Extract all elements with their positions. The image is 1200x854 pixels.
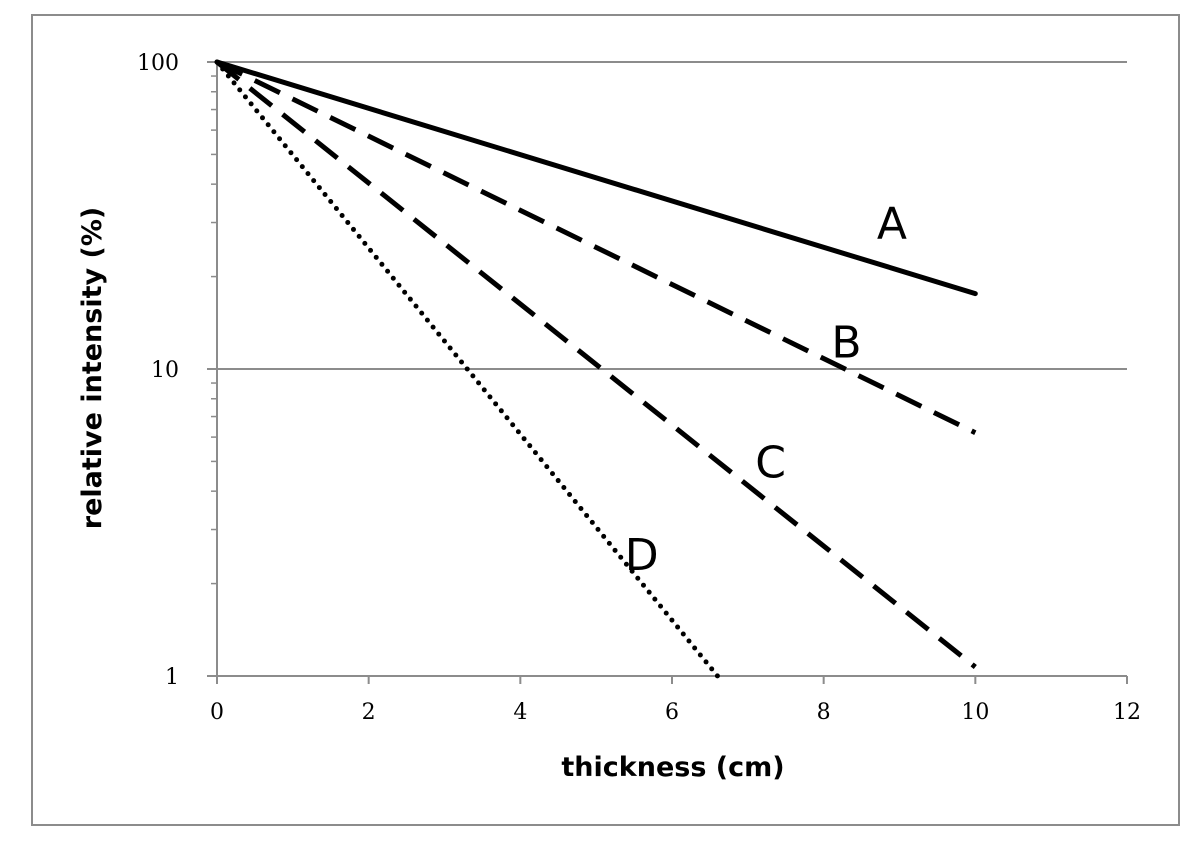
series-line-c: [215, 60, 977, 669]
series-line-a: [214, 59, 978, 297]
x-tick-label-6: 6: [665, 700, 679, 725]
x-tick-label-12: 12: [1113, 700, 1141, 725]
y-axis-title: relative intensity (%): [77, 207, 108, 529]
x-axis-title: thickness (cm): [561, 752, 784, 783]
series-label-c: C: [755, 437, 786, 488]
series-line-d: [214, 59, 720, 679]
labels: 1 10 100 0 2 4 6 8 10 12 A B C D: [137, 51, 1141, 725]
x-tick-label-4: 4: [513, 700, 527, 725]
chart-frame: [31, 14, 1180, 826]
x-tick-label-2: 2: [362, 700, 376, 725]
series-label-a: A: [877, 199, 907, 250]
axes: [207, 61, 1128, 684]
series-label-b: B: [831, 317, 861, 368]
x-tick-label-10: 10: [961, 700, 989, 725]
series: [214, 59, 978, 679]
y-tick-label-1: 1: [165, 665, 179, 690]
y-tick-label-10: 10: [151, 358, 179, 383]
series-line-b: [215, 59, 977, 435]
x-tick-label-0: 0: [210, 700, 224, 725]
x-tick-label-8: 8: [817, 700, 831, 725]
y-tick-label-100: 100: [137, 51, 179, 76]
series-label-d: D: [625, 530, 659, 581]
